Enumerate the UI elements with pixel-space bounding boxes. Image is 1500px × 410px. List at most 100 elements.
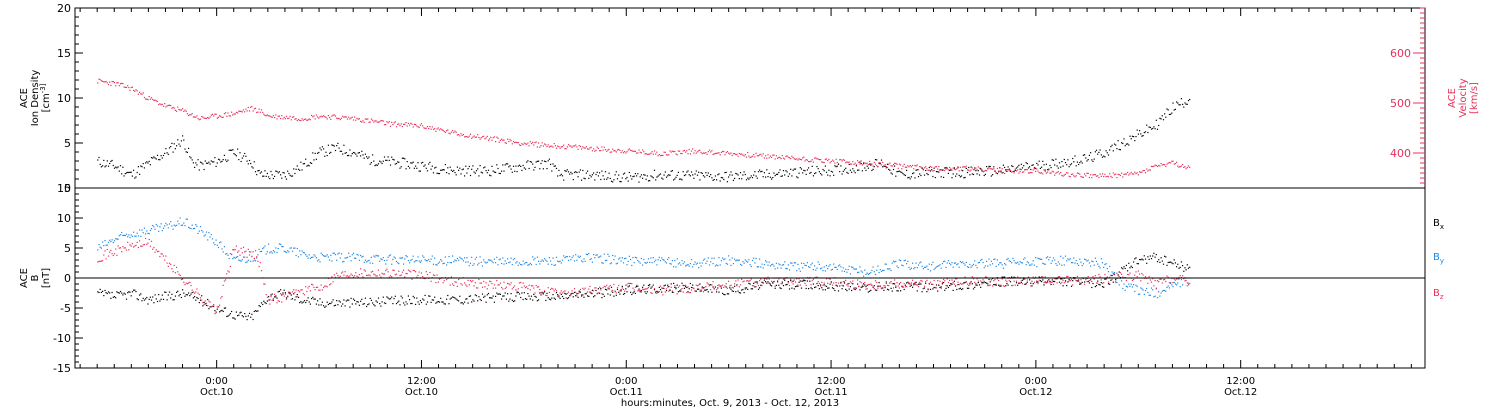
bx-series-point bbox=[748, 282, 750, 284]
by-series-point bbox=[702, 259, 705, 261]
by-series-point bbox=[1154, 295, 1156, 297]
ion-density-series-point bbox=[1069, 164, 1071, 166]
bz-series-point bbox=[668, 290, 670, 292]
bz-series-point bbox=[366, 274, 368, 276]
bz-series-point bbox=[545, 294, 547, 296]
velocity-series-point bbox=[597, 147, 599, 149]
bz-series-point bbox=[263, 283, 265, 285]
velocity-series-point bbox=[632, 150, 634, 152]
ion-density-series-point bbox=[940, 176, 942, 178]
velocity-series-point bbox=[977, 166, 979, 168]
ion-density-series-point bbox=[818, 171, 820, 173]
ion-density-series-point bbox=[437, 172, 439, 175]
velocity-series-point bbox=[532, 141, 534, 143]
velocity-series-point bbox=[797, 159, 799, 161]
bx-series-point bbox=[738, 292, 740, 294]
ion-density-series-point bbox=[718, 173, 720, 175]
by-series-point bbox=[729, 259, 731, 261]
ion-density-series-point bbox=[468, 165, 470, 168]
velocity-series-point bbox=[1007, 169, 1009, 171]
bx-series-point bbox=[1144, 258, 1147, 260]
velocity-series-point bbox=[1030, 171, 1032, 174]
ion-density-series-point bbox=[898, 170, 900, 172]
bz-series-point bbox=[675, 286, 677, 288]
velocity-series-point bbox=[630, 149, 632, 151]
bx-series-point bbox=[579, 291, 581, 293]
bz-series-point bbox=[972, 278, 975, 280]
ion-density-series-point bbox=[1038, 160, 1040, 162]
bz-series-point bbox=[381, 272, 383, 274]
bx-series-point bbox=[546, 292, 548, 294]
bz-series-point bbox=[532, 285, 534, 287]
velocity-series-point bbox=[914, 164, 916, 167]
bx-series-point bbox=[137, 299, 139, 301]
ion-density-series-point bbox=[136, 171, 138, 174]
by-series-point bbox=[248, 254, 251, 256]
bz-series-point bbox=[1011, 285, 1013, 287]
bx-series-point bbox=[1038, 276, 1040, 278]
velocity-series-point bbox=[1168, 162, 1170, 164]
bz-series-point bbox=[517, 288, 519, 290]
ion-density-series-point bbox=[863, 163, 865, 165]
by-series-point bbox=[541, 259, 543, 261]
bx-series-point bbox=[1078, 280, 1080, 282]
velocity-series-point bbox=[947, 169, 949, 171]
by-series-point bbox=[1032, 260, 1034, 262]
bx-series-point bbox=[847, 283, 849, 285]
by-series-point bbox=[987, 265, 989, 267]
ion-density-series-point bbox=[1092, 160, 1094, 162]
bz-series-point bbox=[191, 289, 193, 291]
ion-density-series-point bbox=[928, 166, 930, 169]
velocity-series-point bbox=[638, 149, 640, 151]
bx-series-point bbox=[599, 292, 601, 294]
ion-density-series-point bbox=[1084, 154, 1086, 156]
by-series-point bbox=[800, 262, 803, 264]
ion-density-series-point bbox=[701, 172, 703, 174]
ion-density-series-point bbox=[307, 164, 309, 166]
ion-density-series-point bbox=[405, 168, 407, 170]
by-series-point bbox=[607, 253, 609, 255]
bx-series-point bbox=[518, 293, 521, 295]
velocity-series-point bbox=[796, 158, 798, 160]
by-series-point bbox=[618, 258, 620, 260]
ion-density-series-point bbox=[1091, 159, 1093, 161]
bz-series-point bbox=[1121, 273, 1123, 275]
velocity-series-point bbox=[350, 117, 352, 119]
bz-series-point bbox=[502, 288, 504, 290]
velocity-series-point bbox=[173, 107, 175, 109]
bx-series-point bbox=[166, 299, 168, 301]
bx-series-point bbox=[1058, 281, 1061, 283]
ion-density-series-point bbox=[1142, 135, 1144, 137]
ion-density-series-point bbox=[800, 168, 803, 170]
velocity-series-point bbox=[622, 152, 625, 154]
velocity-series-point bbox=[1038, 172, 1040, 174]
velocity-series-point bbox=[565, 148, 567, 150]
velocity-series-point bbox=[708, 149, 711, 151]
ion-density-series-point bbox=[841, 173, 843, 175]
bz-series-point bbox=[950, 284, 952, 286]
by-series-point bbox=[1122, 287, 1124, 290]
bx-series-point bbox=[306, 299, 308, 302]
velocity-series-point bbox=[1127, 171, 1129, 174]
velocity-series-point bbox=[385, 124, 387, 126]
bx-series-point bbox=[323, 305, 325, 307]
ion-density-series-point bbox=[581, 179, 583, 181]
ion-density-series-point bbox=[97, 159, 99, 161]
by-series-point bbox=[964, 264, 966, 266]
by-series-point bbox=[863, 275, 865, 277]
bz-series-point bbox=[1164, 278, 1166, 281]
bx-series-point bbox=[124, 293, 126, 295]
bz-series-point bbox=[351, 274, 353, 276]
velocity-series-point bbox=[871, 163, 873, 165]
ion-density-series-point bbox=[489, 174, 491, 176]
velocity-series-point bbox=[600, 150, 602, 152]
velocity-series-point bbox=[741, 153, 743, 155]
ion-density-series-point bbox=[989, 165, 991, 168]
bz-series-point bbox=[111, 253, 113, 255]
bx-series-point bbox=[653, 289, 656, 291]
velocity-series-point bbox=[432, 128, 435, 130]
bx-series-point bbox=[437, 301, 439, 303]
velocity-series-point bbox=[136, 90, 138, 92]
by-series-point bbox=[687, 264, 689, 266]
velocity-series-point bbox=[509, 138, 511, 141]
